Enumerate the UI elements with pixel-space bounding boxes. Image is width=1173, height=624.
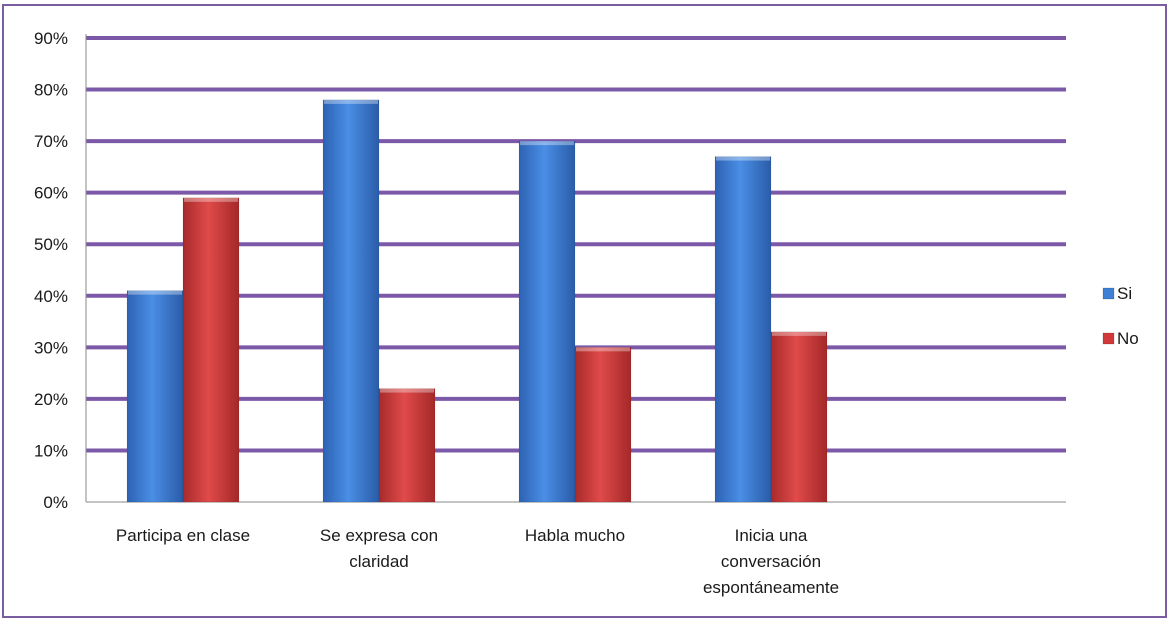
y-tick-label: 60% xyxy=(34,184,68,203)
x-category-label: claridad xyxy=(349,552,409,571)
y-tick-label: 70% xyxy=(34,132,68,151)
legend-label-si: Si xyxy=(1117,284,1132,303)
x-category-label: Inicia una xyxy=(735,526,808,545)
bar-no-2 xyxy=(574,347,632,503)
legend: Si No xyxy=(1102,284,1139,348)
bar-no-3 xyxy=(770,331,828,503)
bar-si-2 xyxy=(518,140,576,503)
bar-top-highlight xyxy=(184,197,238,202)
y-tick-label: 20% xyxy=(34,390,68,409)
x-category-label: Participa en clase xyxy=(116,526,250,545)
legend-label-no: No xyxy=(1117,329,1139,348)
gridlines xyxy=(86,36,1066,453)
labels: 0% 10% 20% 30% 40% 50% 60% 70% 80% 90% Participa e… xyxy=(34,29,839,597)
y-tick-label: 10% xyxy=(34,441,68,460)
bar-no-1 xyxy=(378,388,436,503)
y-tick-label: 80% xyxy=(34,81,68,100)
y-tick-label: 30% xyxy=(34,338,68,357)
x-category-label: espontáneamente xyxy=(703,578,839,597)
bar-top-highlight xyxy=(716,156,770,161)
bar-si-3 xyxy=(714,156,772,503)
bar-top-highlight xyxy=(772,331,826,336)
legend-swatch-si xyxy=(1102,287,1115,300)
x-category-label: Se expresa con xyxy=(320,526,438,545)
y-tick-label: 0% xyxy=(43,493,68,512)
bar-top-highlight xyxy=(128,290,182,295)
x-category-label: Habla mucho xyxy=(525,526,625,545)
y-tick-label: 90% xyxy=(34,29,68,48)
bar-no-0 xyxy=(182,197,240,503)
bar-top-highlight xyxy=(576,347,630,352)
x-category-label: conversación xyxy=(721,552,821,571)
bar-si-0 xyxy=(126,290,184,503)
y-tick-label: 50% xyxy=(34,235,68,254)
bar-top-highlight xyxy=(324,99,378,104)
legend-swatch-no xyxy=(1102,332,1115,345)
y-tick-label: 40% xyxy=(34,287,68,306)
bar-si-1 xyxy=(322,99,380,503)
bar-top-highlight xyxy=(520,141,574,146)
bars xyxy=(126,99,828,503)
bar-top-highlight xyxy=(380,388,434,393)
